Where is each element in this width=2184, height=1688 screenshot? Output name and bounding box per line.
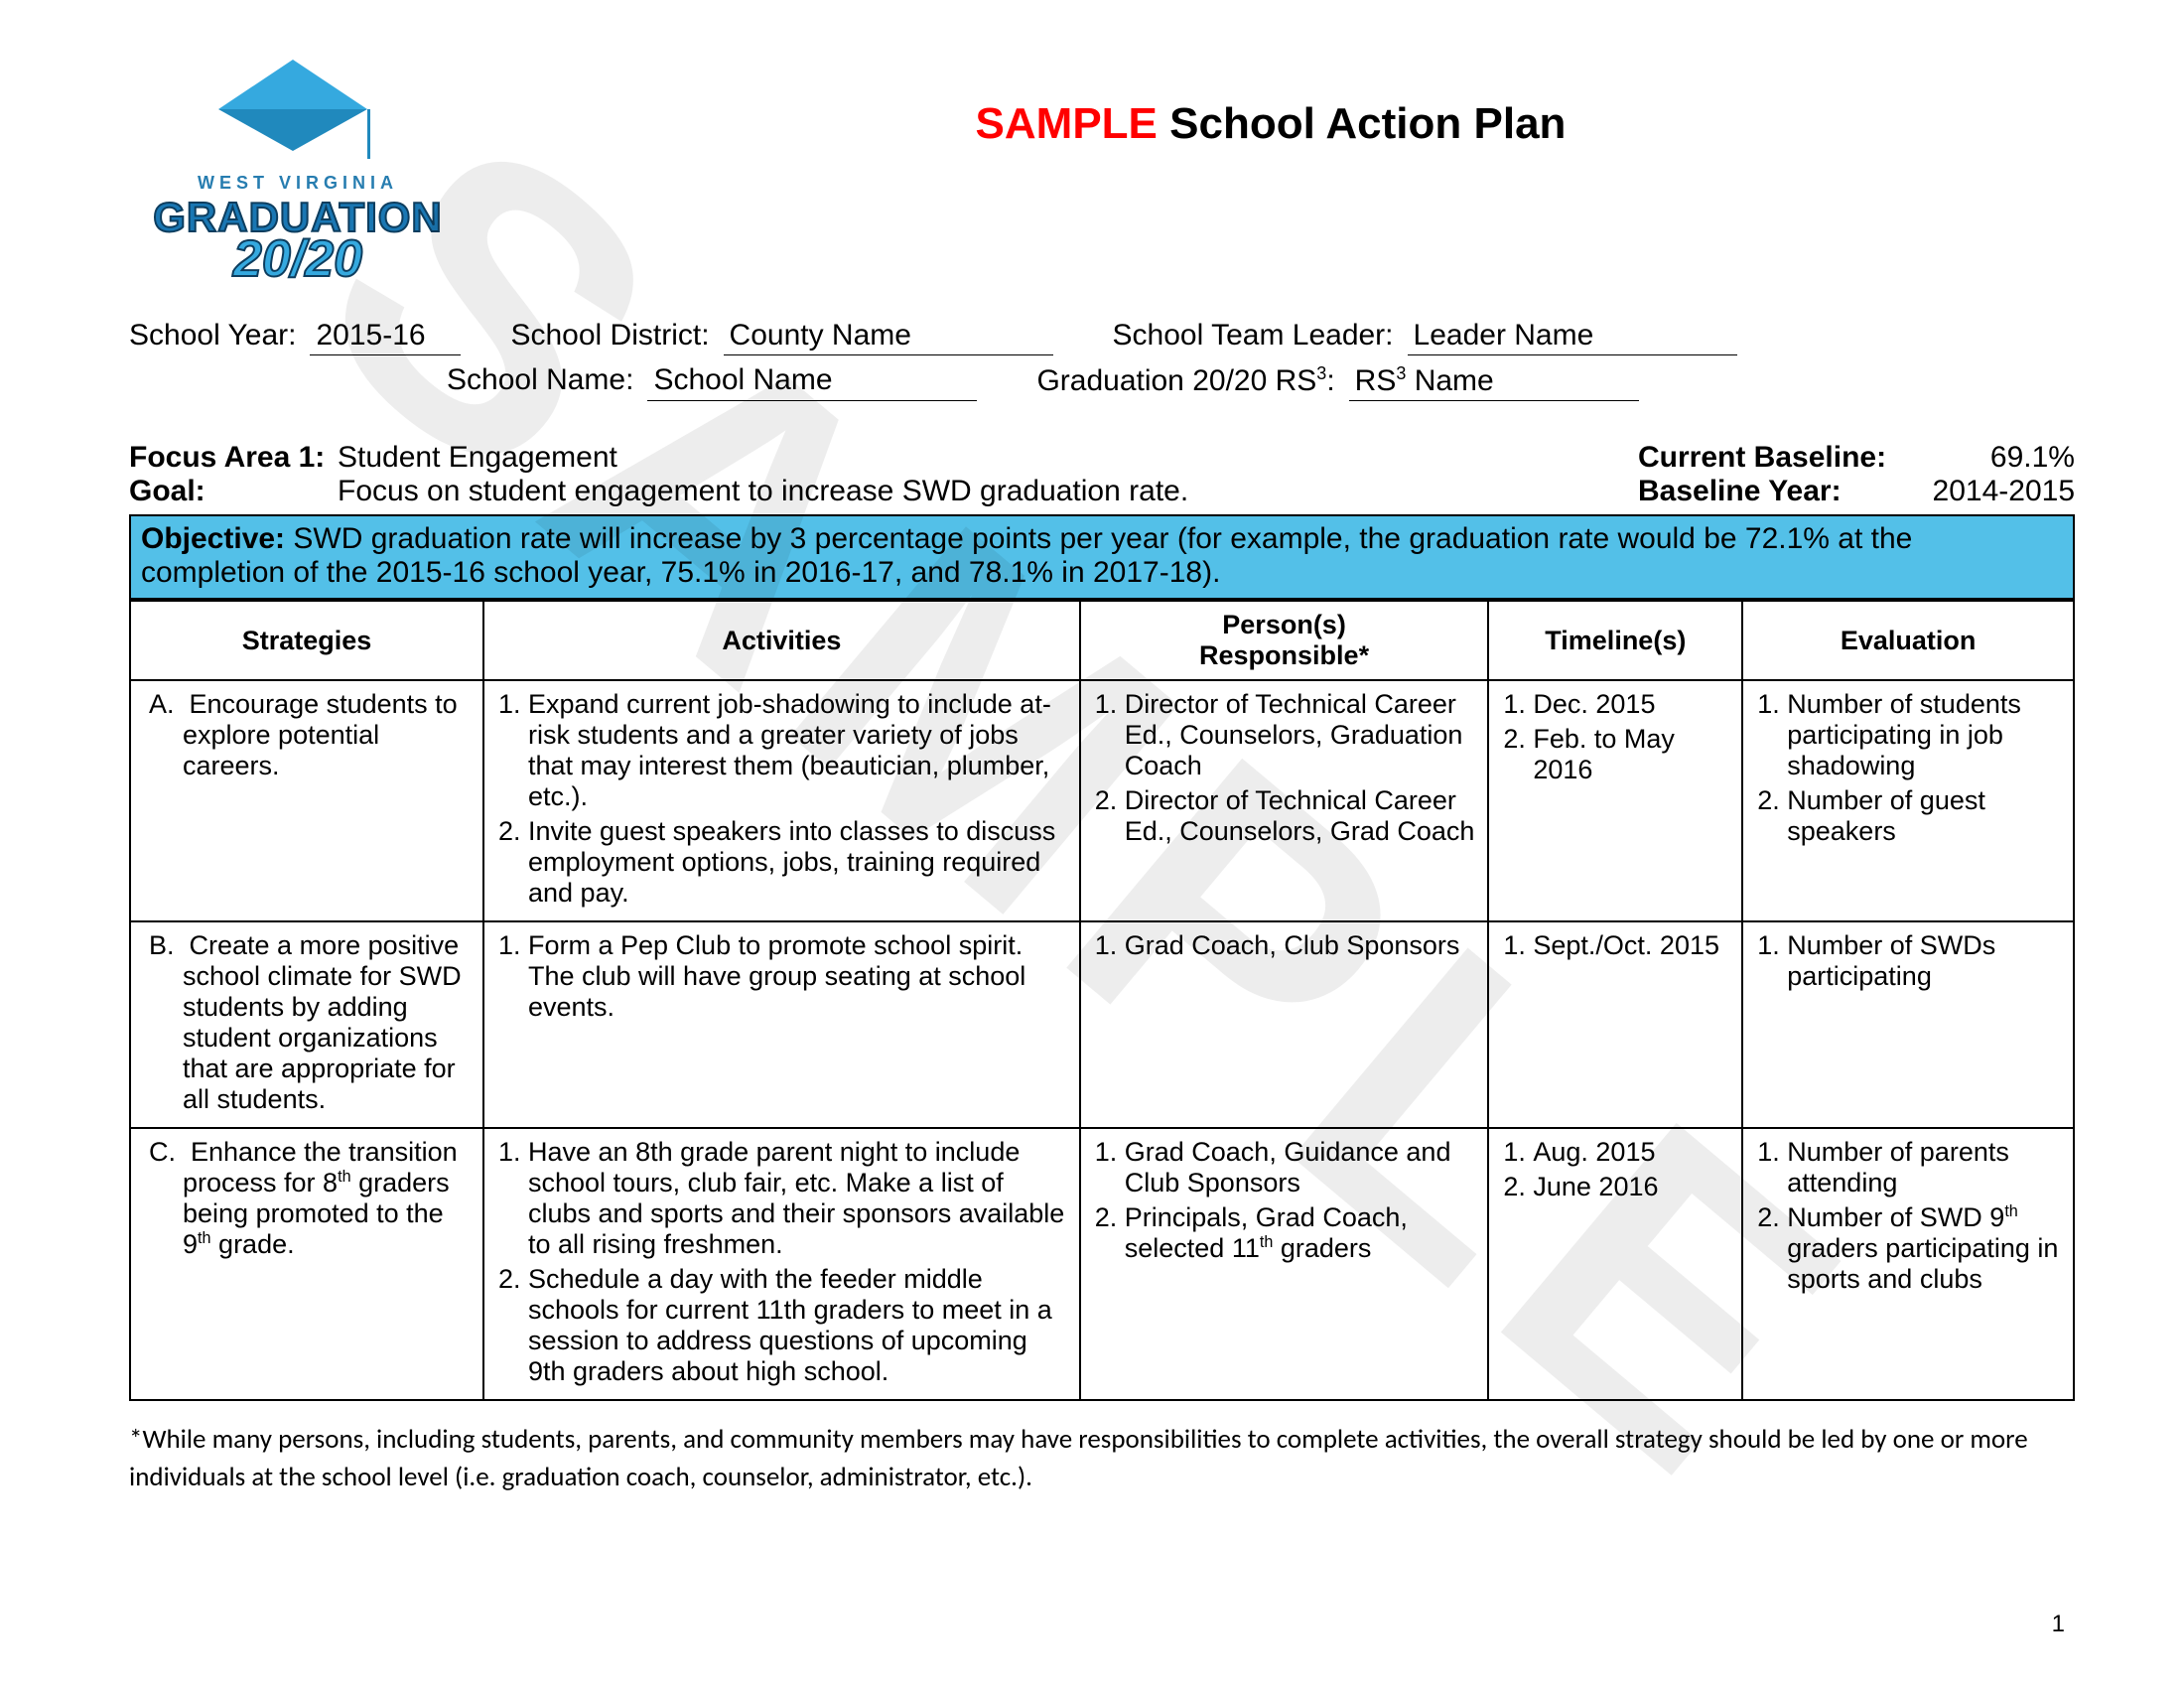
school-name-label: School Name: xyxy=(447,363,633,401)
table-row: A. Encourage students to explore potenti… xyxy=(130,680,2074,921)
rs-value: RS3 Name xyxy=(1349,363,1639,401)
leader-value: Leader Name xyxy=(1408,319,1737,355)
current-baseline-label: Current Baseline: xyxy=(1638,441,1916,475)
page-title: SAMPLE School Action Plan xyxy=(467,60,2075,149)
page-number: 1 xyxy=(2052,1611,2065,1638)
school-year-value: 2015-16 xyxy=(310,319,461,355)
rs-label: Graduation 20/20 RS3: xyxy=(1036,363,1334,401)
focus-area-value: Student Engagement xyxy=(338,441,1638,475)
district-label: School District: xyxy=(510,319,709,355)
district-value: County Name xyxy=(724,319,1053,355)
goal-label: Goal: xyxy=(129,475,338,508)
col-evaluation: Evaluation xyxy=(1742,601,2074,680)
focus-area-label: Focus Area 1: xyxy=(129,441,338,475)
col-timelines: Timeline(s) xyxy=(1488,601,1742,680)
col-persons: Person(s)Responsible* xyxy=(1080,601,1489,680)
table-row: C. Enhance the transition process for 8t… xyxy=(130,1128,2074,1400)
table-row: B. Create a more positive school climate… xyxy=(130,921,2074,1128)
col-strategies: Strategies xyxy=(130,601,483,680)
footnote: *While many persons, including students,… xyxy=(129,1421,2075,1496)
header-fields: School Year: 2015-16 School District: Co… xyxy=(129,319,2075,401)
baseline-year-label: Baseline Year: xyxy=(1638,475,1916,508)
leader-label: School Team Leader: xyxy=(1113,319,1394,355)
action-plan-table: Strategies Activities Person(s)Responsib… xyxy=(129,600,2075,1401)
current-baseline-value: 69.1% xyxy=(1916,441,2075,475)
col-activities: Activities xyxy=(483,601,1080,680)
goal-value: Focus on student engagement to increase … xyxy=(338,475,1638,508)
logo: WEST VIRGINIA GRADUATION 20/20 xyxy=(129,60,467,289)
objective-banner: Objective: SWD graduation rate will incr… xyxy=(129,514,2075,600)
school-year-label: School Year: xyxy=(129,319,296,355)
school-name-value: School Name xyxy=(647,363,977,401)
logo-state: WEST VIRGINIA xyxy=(129,173,467,194)
baseline-year-value: 2014-2015 xyxy=(1916,475,2075,508)
focus-block: Focus Area 1: Student Engagement Current… xyxy=(129,441,2075,508)
